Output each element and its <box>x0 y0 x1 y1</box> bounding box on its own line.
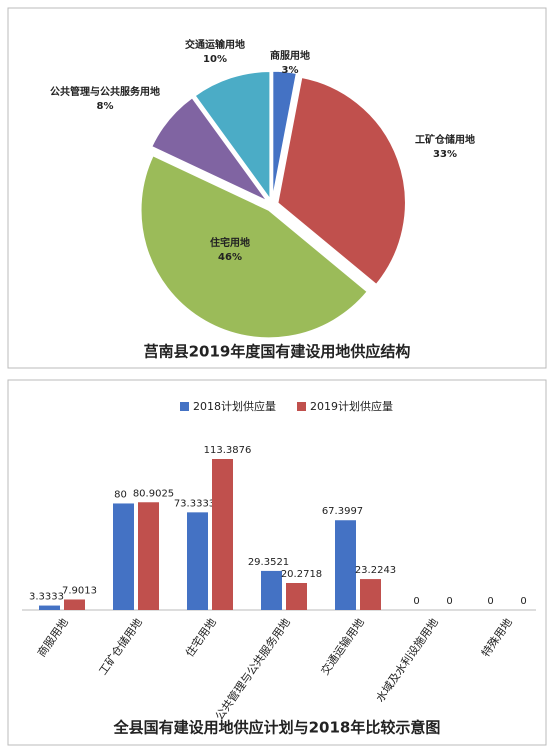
bar-value: 0 <box>487 596 493 607</box>
bar-title: 全县国有建设用地供应计划与2018年比较示意图 <box>113 719 441 737</box>
pie-slice <box>140 154 369 339</box>
legend-swatch <box>180 402 189 411</box>
bar-value: 29.3521 <box>248 557 289 568</box>
pie-slice <box>150 96 268 202</box>
bar-value: 113.3876 <box>204 445 252 456</box>
bar <box>138 502 159 610</box>
bar <box>113 503 134 610</box>
slice-label: 公共管理与公共服务用地 <box>50 85 160 98</box>
legend-label: 2019计划供应量 <box>310 399 393 413</box>
legend-swatch <box>297 402 306 411</box>
bar <box>212 459 233 610</box>
bar <box>261 570 282 610</box>
bar <box>187 512 208 610</box>
slice-value: 8% <box>97 101 114 112</box>
slice-value: 33% <box>433 149 457 160</box>
slice-value: 10% <box>203 54 227 65</box>
bar-value: 80 <box>114 489 127 500</box>
slice-label: 工矿仓储用地 <box>415 133 475 146</box>
bar-value: 0 <box>446 596 452 607</box>
bar-value: 20.2718 <box>281 569 322 580</box>
bar-panel <box>7 379 547 746</box>
bar <box>39 605 60 610</box>
bar-value: 73.3333 <box>174 498 215 509</box>
slice-value: 46% <box>218 252 242 263</box>
bar-value: 67.3997 <box>322 506 363 517</box>
bar <box>64 599 85 610</box>
bar-value: 3.3333 <box>29 592 64 603</box>
slice-value: 3% <box>282 65 299 76</box>
bar-value: 0 <box>413 596 419 607</box>
slice-label: 住宅用地 <box>210 236 250 249</box>
legend-label: 2018计划供应量 <box>193 399 276 413</box>
pie-slice <box>193 70 271 202</box>
pie-slice <box>271 70 298 200</box>
bar-value: 23.2243 <box>355 565 396 576</box>
bar-value: 0 <box>520 596 526 607</box>
bar <box>286 583 307 610</box>
pie-title: 莒南县2019年度国有建设用地供应结构 <box>144 343 411 361</box>
pie-slice <box>276 76 407 286</box>
bar <box>360 579 381 610</box>
bar-value: 80.9025 <box>133 488 174 499</box>
slice-label: 交通运输用地 <box>185 38 245 51</box>
slice-label: 商服用地 <box>270 49 310 62</box>
bar-value: 7.9013 <box>62 585 97 596</box>
bar <box>335 520 356 610</box>
